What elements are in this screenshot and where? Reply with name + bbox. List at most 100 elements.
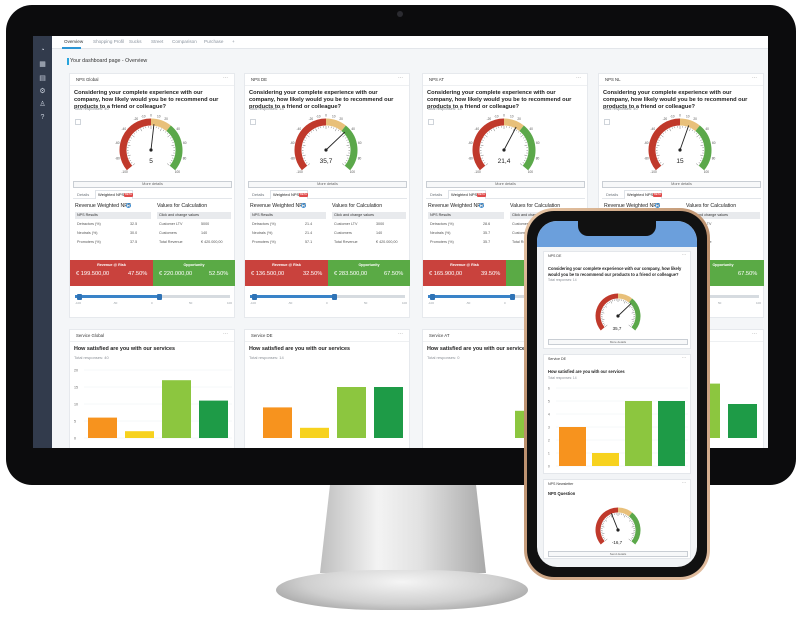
gauge-tick (518, 131, 520, 133)
nps-slider[interactable] (250, 293, 405, 300)
slider-handle-left[interactable] (430, 293, 435, 300)
slider-handle-right[interactable] (510, 293, 515, 300)
card-menu-icon[interactable]: ⋯ (223, 331, 228, 337)
gauge-segment (628, 512, 641, 545)
gauge-tick-label: 10 (510, 114, 514, 118)
slider-handle-right[interactable] (157, 293, 162, 300)
tab-comparison[interactable]: Comparison (172, 39, 197, 44)
subtab-details[interactable]: Details (430, 192, 443, 197)
nps-score: 35,7 (319, 158, 333, 165)
gauge-tick (483, 137, 485, 139)
card-menu-icon[interactable]: ⋯ (752, 331, 757, 337)
gauge-tick (603, 324, 606, 326)
tab-street[interactable]: Street (151, 39, 164, 44)
gauge-tick-label: 40 (176, 127, 180, 131)
card-menu-icon[interactable]: ⋯ (398, 75, 403, 81)
subtab-weighted-nps[interactable]: Weighted NPS (273, 192, 300, 197)
gauge-tick (671, 127, 673, 129)
tab-purchase[interactable]: Purchase (204, 39, 224, 44)
phone-send-details-button[interactable]: Send details (548, 551, 688, 557)
gauge-segment (166, 125, 183, 171)
more-details-button[interactable]: More details (73, 181, 232, 188)
add-tab-button[interactable]: + (232, 39, 235, 44)
card-menu-icon[interactable]: ⋯ (223, 75, 228, 81)
card-menu-icon[interactable]: ⋯ (752, 75, 757, 81)
tab-shopping-profil[interactable]: Shopping Profil (93, 39, 125, 44)
nps-result-row: Promoters (%) 35.7 (428, 239, 504, 246)
calc-value-row[interactable]: Customers 140 (332, 230, 406, 237)
calc-value-row[interactable]: Total Revenue € 420.000,00 (332, 239, 406, 246)
gauge-tick-label: -10 (141, 114, 146, 118)
row-value: 32.5 (130, 222, 138, 227)
row-label: Click and change values (688, 213, 728, 218)
nps-slider[interactable] (428, 293, 583, 300)
calc-value-row[interactable]: Customer LTV 3000 (332, 221, 406, 228)
gauge-tick (142, 127, 144, 129)
gauge-tick (630, 538, 633, 540)
satisfaction-bar (374, 387, 403, 438)
nps-total-responses: Total responses: 14 (249, 106, 284, 111)
slider-handle-right[interactable] (332, 293, 337, 300)
expand-icon[interactable] (250, 119, 256, 125)
row-value: 35.7 (483, 240, 491, 245)
subtab-details[interactable]: Details (77, 192, 90, 197)
subtab-weighted-nps[interactable]: Weighted NPS (98, 192, 125, 197)
slider-tick-label: -100 (250, 301, 257, 305)
card-menu-icon[interactable]: ⋯ (682, 252, 686, 257)
slider-handle-left[interactable] (252, 293, 257, 300)
card-menu-icon[interactable]: ⋯ (682, 355, 686, 360)
card-menu-icon[interactable]: ⋯ (682, 480, 686, 485)
gauge-tick (304, 139, 306, 141)
gauge-tick (631, 522, 634, 524)
user-icon[interactable]: ♙ (39, 101, 46, 108)
expand-icon[interactable] (428, 119, 434, 125)
info-icon[interactable]: ? (126, 203, 131, 208)
subtab-details[interactable]: Details (606, 192, 619, 197)
dashboard-icon[interactable]: ◔ (40, 47, 45, 54)
gauge-tick (131, 135, 135, 138)
slider-handle-left[interactable] (77, 293, 82, 300)
card-menu-icon[interactable]: ⋯ (576, 75, 581, 81)
subtab-details[interactable]: Details (252, 192, 265, 197)
help-icon[interactable]: ? (40, 114, 45, 121)
document-icon[interactable]: ▤ (39, 75, 46, 82)
expand-icon[interactable] (75, 119, 81, 125)
info-icon[interactable]: ? (479, 203, 484, 208)
more-details-button[interactable]: More details (248, 181, 407, 188)
tab-sucks[interactable]: Sucks (129, 39, 142, 44)
gauge-tick-label: -100 (650, 170, 657, 174)
gauge-tick (495, 127, 497, 129)
subtab-weighted-nps[interactable]: Weighted NPS (627, 192, 654, 197)
subtab-weighted-nps[interactable]: Weighted NPS (451, 192, 478, 197)
card-menu-icon[interactable]: ⋯ (398, 331, 403, 337)
settings-icon[interactable]: ⚙ (39, 88, 46, 95)
gauge-tick (659, 162, 662, 164)
phone-more-details-button[interactable]: More details (548, 339, 688, 345)
info-icon[interactable]: ? (301, 203, 306, 208)
info-icon[interactable]: ? (655, 203, 660, 208)
more-details-button[interactable]: More details (426, 181, 585, 188)
row-label: Customers (159, 231, 177, 236)
gauge-tick (605, 517, 608, 520)
more-details-button[interactable]: More details (602, 181, 761, 188)
tab-overview[interactable]: Overview (64, 39, 84, 44)
gauge-tick (493, 128, 495, 132)
calc-value-row[interactable]: Customer LTV 5000 (157, 221, 231, 228)
slider-fill (250, 295, 334, 298)
calc-value-row[interactable]: Customers 140 (157, 230, 231, 237)
expand-icon[interactable] (604, 119, 610, 125)
calc-value-row[interactable]: Total Revenue € 420.000,00 (157, 239, 231, 246)
row-value: 21.4 (305, 222, 313, 227)
gauge-tick (660, 135, 664, 138)
nps-card-label: NPS AT (429, 77, 444, 82)
nps-slider[interactable] (75, 293, 230, 300)
phone-nps-question: Considering your complete experience wit… (548, 266, 682, 277)
row-value: 30.0 (130, 231, 138, 236)
nps-result-row: NPS Results (250, 212, 326, 219)
gauge-tick (302, 154, 306, 157)
gauge-tick (345, 137, 347, 139)
gauge-tick (166, 133, 169, 135)
gauge-tick (602, 536, 605, 538)
gauge-segment (325, 118, 346, 132)
grid-icon[interactable]: ▦ (39, 61, 46, 68)
